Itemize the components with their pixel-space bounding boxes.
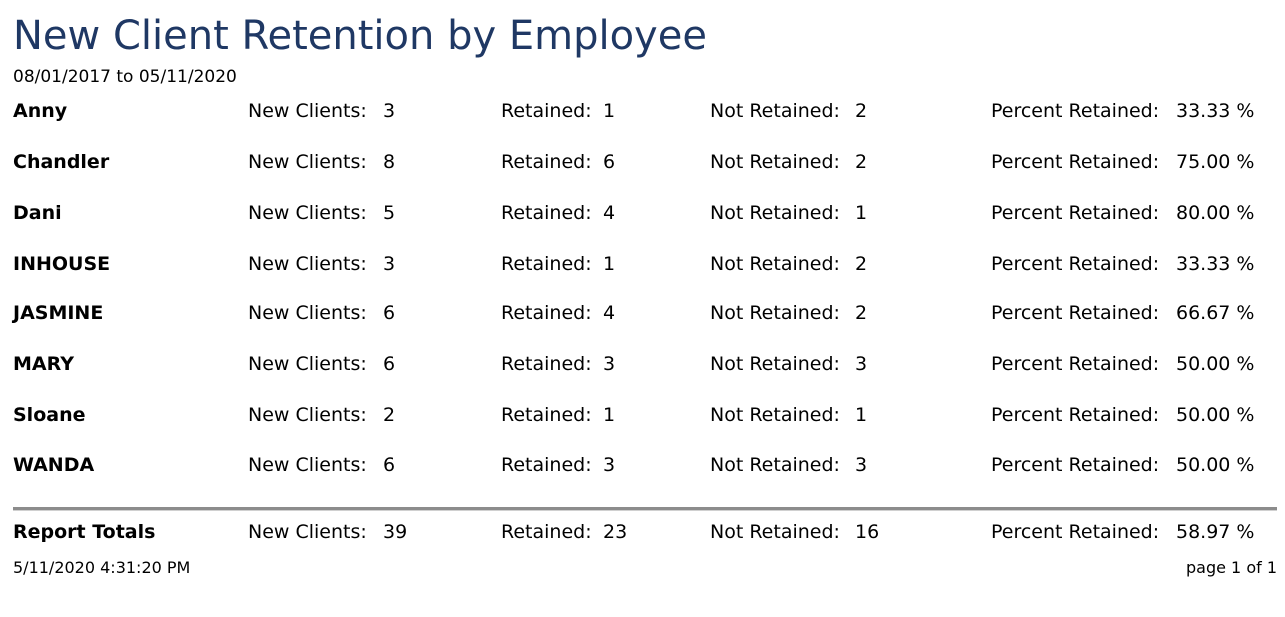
- not-retained-label: Not Retained:: [710, 253, 840, 275]
- retained-label: Retained:: [501, 454, 592, 476]
- retained-value: 6: [603, 151, 616, 173]
- total-new-clients-value: 39: [383, 521, 408, 543]
- retained-value: 1: [603, 404, 616, 426]
- table-row: Chandler New Clients: 8 Retained: 6 Not …: [0, 149, 1285, 175]
- not-retained-label: Not Retained:: [710, 353, 840, 375]
- report-date-range: 08/01/2017 to 05/11/2020: [13, 67, 237, 87]
- totals-label: Report Totals: [13, 521, 156, 543]
- table-row: INHOUSE New Clients: 3 Retained: 1 Not R…: [0, 251, 1285, 277]
- percent-retained-label: Percent Retained:: [991, 100, 1160, 122]
- table-row: Dani New Clients: 5 Retained: 4 Not Reta…: [0, 200, 1285, 226]
- report-title: New Client Retention by Employee: [13, 13, 707, 59]
- totals-row: Report Totals New Clients: 39 Retained: …: [0, 519, 1285, 545]
- table-row: MARY New Clients: 6 Retained: 3 Not Reta…: [0, 351, 1285, 377]
- new-clients-value: 3: [383, 100, 396, 122]
- percent-retained-label: Percent Retained:: [991, 454, 1160, 476]
- not-retained-value: 1: [855, 404, 868, 426]
- percent-retained-value: 66.67 %: [1176, 302, 1255, 324]
- new-clients-value: 6: [383, 454, 396, 476]
- new-clients-label: New Clients:: [248, 521, 367, 543]
- retained-label: Retained:: [501, 404, 592, 426]
- new-clients-value: 6: [383, 353, 396, 375]
- not-retained-label: Not Retained:: [710, 151, 840, 173]
- retained-value: 3: [603, 454, 616, 476]
- new-clients-value: 6: [383, 302, 396, 324]
- percent-retained-value: 50.00 %: [1176, 454, 1255, 476]
- percent-retained-value: 50.00 %: [1176, 404, 1255, 426]
- report-timestamp: 5/11/2020 4:31:20 PM: [13, 558, 191, 577]
- not-retained-value: 2: [855, 100, 868, 122]
- percent-retained-value: 80.00 %: [1176, 202, 1255, 224]
- retained-value: 3: [603, 353, 616, 375]
- retained-label: Retained:: [501, 100, 592, 122]
- new-clients-label: New Clients:: [248, 100, 367, 122]
- table-row: Anny New Clients: 3 Retained: 1 Not Reta…: [0, 98, 1285, 124]
- employee-name: INHOUSE: [13, 253, 111, 275]
- not-retained-label: Not Retained:: [710, 202, 840, 224]
- percent-retained-label: Percent Retained:: [991, 202, 1160, 224]
- totals-divider: [13, 507, 1277, 511]
- retained-label: Retained:: [501, 302, 592, 324]
- not-retained-value: 2: [855, 151, 868, 173]
- table-row: Sloane New Clients: 2 Retained: 1 Not Re…: [0, 402, 1285, 428]
- retained-value: 1: [603, 253, 616, 275]
- new-clients-label: New Clients:: [248, 454, 367, 476]
- total-retained-value: 23: [603, 521, 628, 543]
- total-percent-retained-value: 58.97 %: [1176, 521, 1255, 543]
- percent-retained-value: 75.00 %: [1176, 151, 1255, 173]
- not-retained-value: 1: [855, 202, 868, 224]
- retained-value: 4: [603, 202, 616, 224]
- new-clients-label: New Clients:: [248, 202, 367, 224]
- percent-retained-value: 50.00 %: [1176, 353, 1255, 375]
- new-clients-value: 8: [383, 151, 396, 173]
- retained-label: Retained:: [501, 253, 592, 275]
- not-retained-value: 2: [855, 302, 868, 324]
- not-retained-value: 3: [855, 353, 868, 375]
- employee-name: Sloane: [13, 404, 86, 426]
- retained-label: Retained:: [501, 202, 592, 224]
- page-indicator: page 1 of 1: [1186, 558, 1277, 577]
- employee-name: JASMINE: [13, 302, 104, 324]
- percent-retained-label: Percent Retained:: [991, 151, 1160, 173]
- total-not-retained-value: 16: [855, 521, 880, 543]
- new-clients-label: New Clients:: [248, 253, 367, 275]
- not-retained-value: 3: [855, 454, 868, 476]
- employee-name: Anny: [13, 100, 68, 122]
- percent-retained-value: 33.33 %: [1176, 100, 1255, 122]
- table-row: JASMINE New Clients: 6 Retained: 4 Not R…: [0, 300, 1285, 326]
- percent-retained-label: Percent Retained:: [991, 302, 1160, 324]
- retained-label: Retained:: [501, 353, 592, 375]
- percent-retained-label: Percent Retained:: [991, 353, 1160, 375]
- employee-name: WANDA: [13, 454, 95, 476]
- not-retained-label: Not Retained:: [710, 521, 840, 543]
- employee-name: Dani: [13, 202, 62, 224]
- percent-retained-label: Percent Retained:: [991, 253, 1160, 275]
- percent-retained-label: Percent Retained:: [991, 404, 1160, 426]
- retained-value: 1: [603, 100, 616, 122]
- new-clients-value: 2: [383, 404, 396, 426]
- new-clients-label: New Clients:: [248, 151, 367, 173]
- employee-name: Chandler: [13, 151, 110, 173]
- percent-retained-label: Percent Retained:: [991, 521, 1160, 543]
- new-clients-label: New Clients:: [248, 302, 367, 324]
- retained-label: Retained:: [501, 151, 592, 173]
- employee-name: MARY: [13, 353, 74, 375]
- not-retained-value: 2: [855, 253, 868, 275]
- not-retained-label: Not Retained:: [710, 100, 840, 122]
- percent-retained-value: 33.33 %: [1176, 253, 1255, 275]
- new-clients-value: 5: [383, 202, 396, 224]
- not-retained-label: Not Retained:: [710, 404, 840, 426]
- new-clients-value: 3: [383, 253, 396, 275]
- not-retained-label: Not Retained:: [710, 454, 840, 476]
- retained-label: Retained:: [501, 521, 592, 543]
- not-retained-label: Not Retained:: [710, 302, 840, 324]
- new-clients-label: New Clients:: [248, 404, 367, 426]
- retained-value: 4: [603, 302, 616, 324]
- new-clients-label: New Clients:: [248, 353, 367, 375]
- table-row: WANDA New Clients: 6 Retained: 3 Not Ret…: [0, 452, 1285, 478]
